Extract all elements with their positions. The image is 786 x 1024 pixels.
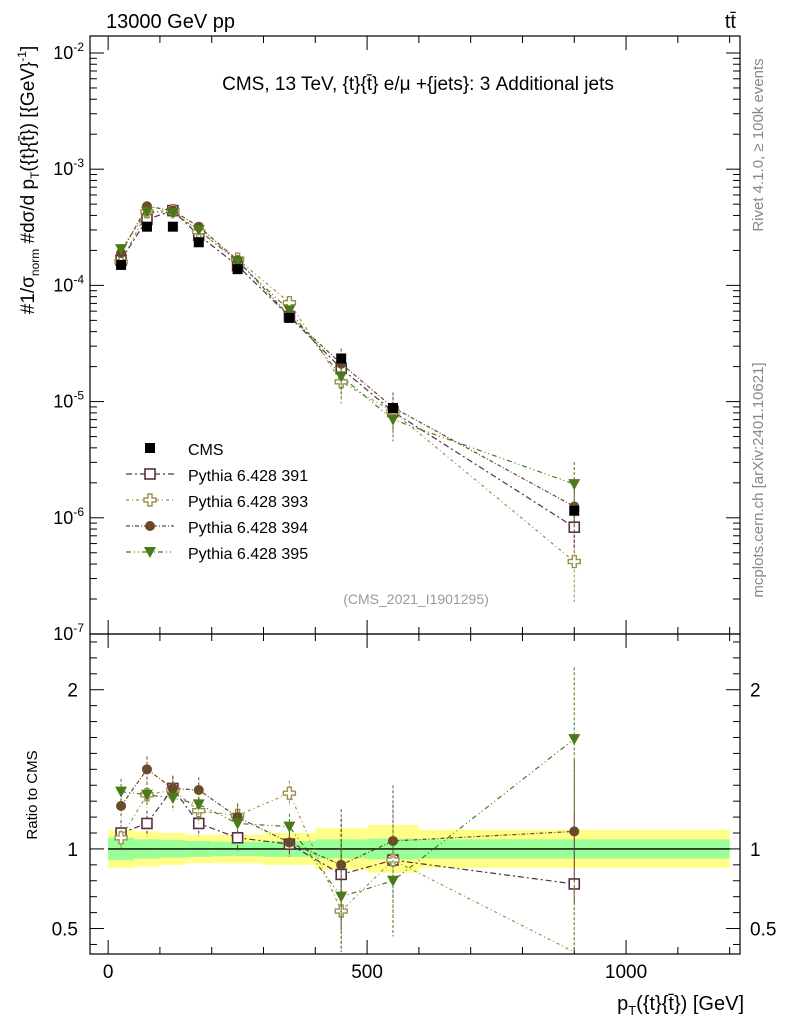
x-tick-label: 1000 bbox=[605, 962, 647, 983]
ratio-axis: 0.5 0.5 1 1 2 2 bbox=[52, 641, 776, 945]
ratio-point bbox=[141, 817, 153, 830]
legend-marker bbox=[144, 468, 156, 480]
main-axis: 10-7 10-6 10-5 10-4 10-3 10-2 bbox=[53, 40, 740, 644]
y-tick-label: 10-3 bbox=[53, 156, 84, 179]
ratio-point bbox=[116, 800, 127, 811]
cms-point bbox=[116, 259, 127, 270]
x-axis-label: pT({t}{t̄}) [GeV] bbox=[617, 993, 744, 1018]
ratio-uncertainty-bands bbox=[108, 825, 730, 873]
ratio-point bbox=[167, 783, 178, 794]
ratio-tick-label: 1 bbox=[67, 840, 78, 861]
ratio-point bbox=[192, 804, 206, 818]
main-panel-frame bbox=[89, 35, 741, 635]
ratio-point bbox=[568, 734, 581, 746]
main-point bbox=[568, 479, 581, 491]
chart-title: CMS, 13 TeV, {t}{t̄} e/μ +{jets}: 3 Addi… bbox=[222, 74, 614, 95]
legend-marker-cms bbox=[145, 443, 155, 453]
rivet-label: Rivet 4.1.0, ≥ 100k events bbox=[750, 58, 767, 231]
ratio-point bbox=[282, 786, 297, 800]
ratio-tick-label: 0.5 bbox=[52, 920, 78, 941]
ratio-tick-label: 2 bbox=[67, 681, 78, 702]
ratio-series-layer bbox=[114, 667, 581, 953]
ratio-tick-label-right: 0.5 bbox=[750, 920, 776, 941]
legend-label-cms: CMS bbox=[188, 442, 224, 459]
ratio-point bbox=[284, 837, 295, 848]
header-process: tt̄ bbox=[725, 11, 737, 33]
ratio-point bbox=[569, 826, 580, 837]
cms-point bbox=[336, 353, 347, 364]
cms-point bbox=[141, 221, 152, 232]
legend-marker bbox=[144, 547, 156, 558]
legend-label: Pythia 6.428 393 bbox=[188, 494, 308, 511]
ratio-point bbox=[141, 764, 152, 775]
ratio-point bbox=[283, 821, 296, 833]
cms-point bbox=[167, 221, 178, 232]
x-axis: 0 500 1000 bbox=[103, 36, 731, 983]
y-tick-label: 10-2 bbox=[53, 40, 84, 63]
cms-point bbox=[387, 403, 398, 414]
legend-marker bbox=[145, 521, 155, 531]
y-axis-label: #1/σnorm #dσ/d pT({t}{t̄}) [{GeV}-1] bbox=[15, 46, 42, 315]
header-beam: 13000 GeV pp bbox=[106, 11, 235, 33]
legend: CMS Pythia 6.428 391 Pythia 6.428 393 Pythi… bbox=[126, 442, 308, 563]
analysis-id: (CMS_2021_I1901295) bbox=[343, 591, 489, 607]
ratio-point bbox=[386, 875, 399, 887]
y-tick-label: 10-6 bbox=[53, 505, 84, 528]
ratio-point bbox=[114, 831, 128, 845]
ratio-point bbox=[166, 792, 179, 804]
y-tick-label: 10-5 bbox=[53, 389, 84, 412]
ratio-point bbox=[192, 799, 205, 811]
ratio-tick-label-right: 1 bbox=[750, 840, 761, 861]
main-point bbox=[166, 207, 179, 219]
main-point bbox=[283, 305, 296, 317]
ratio-point bbox=[140, 789, 153, 801]
ratio-panel-frame bbox=[89, 633, 741, 955]
legend-label: Pythia 6.428 391 bbox=[188, 468, 308, 485]
main-point bbox=[386, 414, 399, 426]
x-tick-label: 0 bbox=[103, 962, 114, 983]
cms-point bbox=[232, 264, 243, 275]
cms-point bbox=[193, 237, 204, 248]
main-series-line bbox=[120, 205, 575, 508]
main-series-line bbox=[120, 209, 575, 528]
ratio-tick-label-right: 2 bbox=[750, 681, 761, 702]
legend-label: Pythia 6.428 395 bbox=[188, 546, 308, 563]
x-tick-label: 500 bbox=[351, 962, 383, 983]
main-point bbox=[115, 244, 128, 256]
main-point bbox=[140, 206, 153, 218]
ratio-point bbox=[335, 891, 348, 903]
main-point bbox=[335, 371, 348, 383]
y-tick-label: 10-4 bbox=[53, 272, 84, 295]
main-point bbox=[567, 554, 581, 569]
legend-label: Pythia 6.428 394 bbox=[188, 520, 308, 537]
main-point bbox=[231, 256, 244, 268]
ratio-point bbox=[231, 818, 244, 830]
ratio-point bbox=[231, 831, 244, 844]
ratio-series-line bbox=[121, 738, 575, 898]
ratio-series-line bbox=[120, 789, 575, 953]
mcplots-label: mcplots.cern.ch [arXiv:2401.10621] bbox=[750, 362, 767, 597]
cms-point bbox=[284, 312, 295, 323]
ratio-point bbox=[193, 785, 204, 796]
main-point bbox=[192, 224, 205, 236]
ratio-point bbox=[336, 859, 347, 870]
y-tick-label: 10-7 bbox=[53, 621, 84, 644]
ratio-point bbox=[115, 786, 128, 798]
legend-marker bbox=[143, 493, 157, 507]
ratio-y-label: Ratio to CMS bbox=[24, 750, 41, 839]
main-series-layer bbox=[114, 201, 581, 602]
cms-point bbox=[569, 505, 580, 516]
